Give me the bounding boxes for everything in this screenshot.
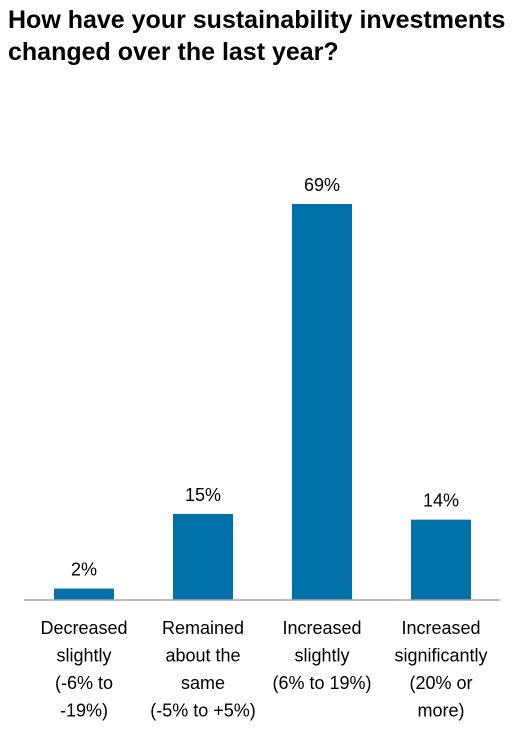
- category-label-line: slightly: [294, 646, 349, 666]
- category-label: Increased slightly (6% to 19%): [272, 618, 371, 693]
- chart-title: How have your sustainability investments…: [8, 6, 506, 66]
- category-label-line: -19%): [60, 701, 108, 721]
- category-label-line: significantly: [394, 646, 487, 666]
- category-label: Decreased slightly (-6% to -19%): [40, 618, 127, 721]
- data-label: 14%: [423, 491, 459, 511]
- category-label-line: Remained: [162, 618, 244, 638]
- bar: [54, 588, 114, 600]
- category-label-line: more): [417, 701, 464, 721]
- bar: [173, 513, 233, 600]
- category-label-line: (20% or: [409, 673, 472, 693]
- category-label-line: Increased: [282, 618, 361, 638]
- category-label-line: (-5% to +5%): [150, 701, 256, 721]
- data-label: 69%: [304, 175, 340, 195]
- bar: [292, 204, 352, 600]
- data-label: 2%: [71, 560, 97, 580]
- category-label-line: slightly: [56, 646, 111, 666]
- category-label-line: Decreased: [40, 618, 127, 638]
- category-label: Remained about the same (-5% to +5%): [150, 618, 256, 721]
- category-label-line: about the: [165, 646, 240, 666]
- category-label-line: Increased: [401, 618, 480, 638]
- value-labels-group: 2% 15% 69% 14%: [71, 175, 459, 580]
- bar: [411, 519, 471, 600]
- bars-group: [54, 204, 471, 600]
- category-label-line: (6% to 19%): [272, 673, 371, 693]
- category-labels-group: Decreased slightly (-6% to -19%) Remained abo…: [40, 618, 487, 721]
- category-label-line: (-6% to: [55, 673, 113, 693]
- data-label: 15%: [185, 485, 221, 505]
- category-label-line: same: [181, 673, 225, 693]
- category-label: Increased significantly (20% or more): [394, 618, 487, 721]
